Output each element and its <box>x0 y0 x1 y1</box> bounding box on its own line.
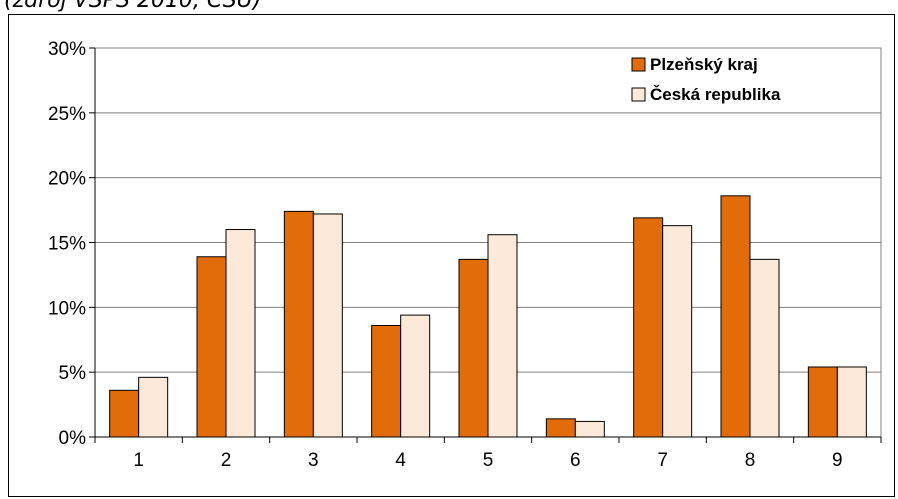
x-tick-label: 2 <box>221 450 232 471</box>
y-tick-label: 20% <box>48 169 86 190</box>
bar-plzensky-kraj <box>458 258 489 438</box>
x-tick-label: 8 <box>745 450 756 471</box>
bar-ceska-republika <box>836 366 867 438</box>
bar-plzensky-kraj <box>633 217 664 438</box>
y-tick-label: 5% <box>59 363 87 384</box>
legend-swatch <box>631 57 646 72</box>
legend-swatch <box>631 87 646 102</box>
bar-ceska-republika <box>574 420 605 438</box>
x-tick-label: 5 <box>483 450 494 471</box>
bar-ceska-republika <box>400 314 431 438</box>
bar-ceska-republika <box>312 213 343 438</box>
x-tick-label: 4 <box>395 450 406 471</box>
bar-plzensky-kraj <box>196 256 227 438</box>
bar-plzensky-kraj <box>283 210 314 438</box>
bar-ceska-republika <box>487 234 518 438</box>
y-tick-label: 10% <box>48 298 86 319</box>
chart-frame <box>8 14 895 497</box>
x-tick-label: 7 <box>657 450 668 471</box>
bar-ceska-republika <box>225 229 256 438</box>
legend-label: Plzeňský kraj <box>650 55 758 74</box>
y-tick-label: 30% <box>48 39 86 60</box>
legend-label: Česká republika <box>650 85 781 104</box>
x-tick-label: 9 <box>832 450 843 471</box>
y-tick-label: 0% <box>59 428 87 449</box>
chart-caption: (zdroj VŠPS 2010, ČSÚ) <box>4 0 262 13</box>
x-tick-label: 6 <box>570 450 581 471</box>
x-tick-label: 1 <box>133 450 144 471</box>
x-tick-label: 3 <box>308 450 319 471</box>
bar-ceska-republika <box>662 225 693 438</box>
bar-plzensky-kraj <box>109 389 140 438</box>
bar-plzensky-kraj <box>371 324 402 438</box>
bar-plzensky-kraj <box>720 195 751 438</box>
y-tick-label: 25% <box>48 104 86 125</box>
bar-ceska-republika <box>749 258 780 438</box>
y-tick-label: 15% <box>48 234 86 255</box>
bar-plzensky-kraj <box>807 366 838 438</box>
bar-ceska-republika <box>138 376 169 438</box>
bar-plzensky-kraj <box>545 418 576 438</box>
